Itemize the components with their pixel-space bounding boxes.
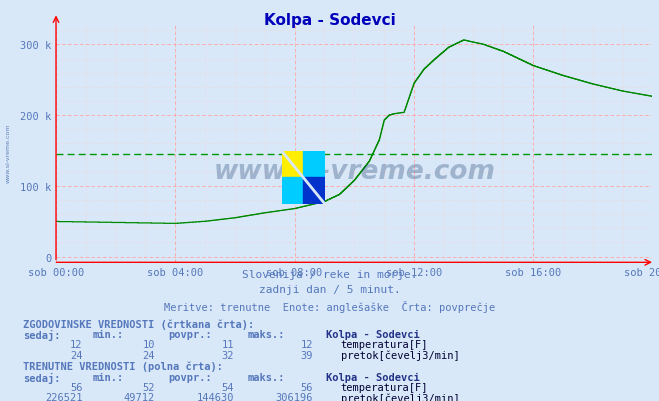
Bar <box>303 152 325 178</box>
Text: maks.:: maks.: <box>247 330 285 340</box>
Text: 39: 39 <box>301 350 313 360</box>
Text: min.:: min.: <box>92 330 123 340</box>
Text: pretok[čevelj3/min]: pretok[čevelj3/min] <box>341 392 459 401</box>
Text: maks.:: maks.: <box>247 372 285 382</box>
Text: 56: 56 <box>301 382 313 392</box>
Bar <box>282 178 303 204</box>
Text: 24: 24 <box>142 350 155 360</box>
Text: sedaj:: sedaj: <box>23 372 61 383</box>
Text: 32: 32 <box>221 350 234 360</box>
Text: temperatura[F]: temperatura[F] <box>341 382 428 392</box>
Text: 52: 52 <box>142 382 155 392</box>
Bar <box>282 152 303 178</box>
Text: www.si-vreme.com: www.si-vreme.com <box>5 123 11 182</box>
Text: ZGODOVINSKE VREDNOSTI (črtkana črta):: ZGODOVINSKE VREDNOSTI (črtkana črta): <box>23 319 254 329</box>
Text: 12: 12 <box>301 340 313 350</box>
Text: 24: 24 <box>70 350 82 360</box>
Text: temperatura[F]: temperatura[F] <box>341 340 428 350</box>
Bar <box>303 178 325 204</box>
Text: min.:: min.: <box>92 372 123 382</box>
Text: 54: 54 <box>221 382 234 392</box>
Text: TRENUTNE VREDNOSTI (polna črta):: TRENUTNE VREDNOSTI (polna črta): <box>23 361 223 371</box>
Text: povpr.:: povpr.: <box>168 372 212 382</box>
Text: Kolpa - Sodevci: Kolpa - Sodevci <box>326 330 420 340</box>
Text: povpr.:: povpr.: <box>168 330 212 340</box>
Text: 226521: 226521 <box>45 392 82 401</box>
Text: Slovenija / reke in morje.: Slovenija / reke in morje. <box>242 269 417 279</box>
Text: 56: 56 <box>70 382 82 392</box>
Text: 49712: 49712 <box>124 392 155 401</box>
Text: zadnji dan / 5 minut.: zadnji dan / 5 minut. <box>258 285 401 295</box>
Text: pretok[čevelj3/min]: pretok[čevelj3/min] <box>341 350 459 360</box>
Text: 10: 10 <box>142 340 155 350</box>
Text: 12: 12 <box>70 340 82 350</box>
Text: sedaj:: sedaj: <box>23 330 61 340</box>
Text: Meritve: trenutne  Enote: anglešaške  Črta: povprečje: Meritve: trenutne Enote: anglešaške Črta… <box>164 300 495 312</box>
Text: 11: 11 <box>221 340 234 350</box>
Text: Kolpa - Sodevci: Kolpa - Sodevci <box>326 372 420 382</box>
Text: www.si-vreme.com: www.si-vreme.com <box>214 159 495 185</box>
Text: 306196: 306196 <box>275 392 313 401</box>
Text: 144630: 144630 <box>196 392 234 401</box>
Text: Kolpa - Sodevci: Kolpa - Sodevci <box>264 13 395 28</box>
